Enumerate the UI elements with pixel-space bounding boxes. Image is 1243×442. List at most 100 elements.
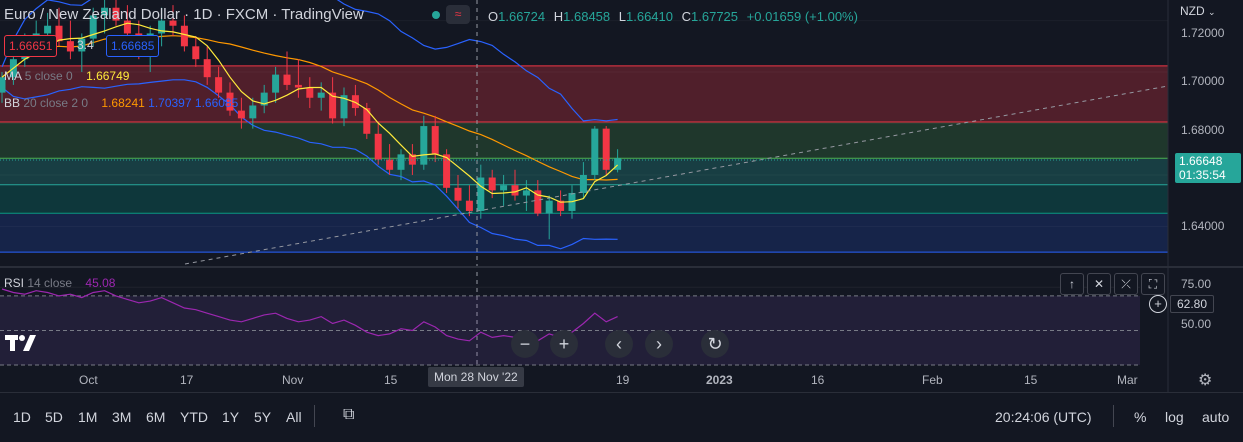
buy-button[interactable]: 1.66685 — [106, 35, 160, 57]
ma-legend[interactable]: MA 5 close 0 1.66749 — [4, 69, 129, 83]
time-tick: 16 — [811, 373, 825, 387]
bb-basis-value: 1.68241 — [101, 96, 145, 110]
rsi-value: 45.08 — [85, 276, 116, 290]
ma-params: 5 close 0 — [24, 69, 73, 83]
candle-body — [511, 185, 519, 196]
candle-body — [545, 200, 553, 214]
bollinger-bands — [1, 0, 618, 250]
candle-body — [591, 128, 599, 175]
candle-body — [123, 20, 131, 34]
candle-body — [534, 190, 542, 214]
arrow-up-icon[interactable]: ↑ — [1060, 273, 1084, 295]
bb-upper-line — [1, 0, 618, 122]
bb-upper-value: 1.70397 — [148, 96, 192, 110]
plus-circle-icon[interactable]: + — [1149, 295, 1167, 313]
collapse-icon[interactable]: ⤫ — [1114, 273, 1138, 295]
fib-zone — [0, 65, 1168, 122]
auto-toggle[interactable]: auto — [1202, 409, 1230, 425]
candle-body — [169, 20, 177, 26]
candle-body — [192, 46, 200, 60]
candle-body — [112, 7, 120, 21]
chevron-right-icon[interactable]: › — [645, 330, 673, 358]
moving-average-line — [1, 22, 619, 203]
candle-body — [237, 110, 245, 119]
candle-body — [443, 154, 451, 188]
market-status-indicator[interactable] — [432, 11, 440, 19]
candle-body — [386, 159, 394, 170]
fib-zone — [0, 121, 1168, 159]
bb-params: 20 close 2 0 — [23, 96, 89, 110]
bb-legend[interactable]: BB 20 close 2 0 1.68241 1.70397 1.66085 — [4, 96, 238, 110]
price-tick: 1.72000 — [1181, 26, 1225, 40]
sell-button[interactable]: 1.66651 — [4, 35, 58, 57]
compare-icon[interactable]: ⧉ — [343, 406, 355, 423]
time-tick: Nov — [282, 373, 304, 387]
candle-body — [226, 92, 234, 111]
timeframe-1y[interactable]: 1Y — [222, 409, 240, 425]
price-tick: 1.68000 — [1181, 123, 1225, 137]
time-tick: 17 — [180, 373, 194, 387]
timeframe-ytd[interactable]: YTD — [180, 409, 208, 425]
price-tick: 1.64000 — [1181, 219, 1225, 233]
spread-value: 3.4 — [77, 38, 94, 52]
symbol-title[interactable]: Euro / New Zealand Dollar · 1D · FXCM · … — [4, 6, 364, 23]
timeframe-5d[interactable]: 5D — [45, 409, 63, 425]
currency-selector[interactable]: NZD ⌄ — [1180, 4, 1216, 18]
candle-body — [44, 25, 52, 34]
plus-icon[interactable]: + — [550, 330, 578, 358]
maximize-icon[interactable]: ⛶ — [1141, 273, 1165, 295]
candle-body — [180, 25, 188, 47]
bb-lower-line — [1, 79, 618, 250]
chevron-left-icon[interactable]: ‹ — [605, 330, 633, 358]
low-label: L — [618, 9, 626, 24]
toolbar-divider — [1113, 405, 1114, 427]
candle-body — [101, 7, 109, 16]
close-icon[interactable]: ✕ — [1087, 273, 1111, 295]
timeframe-3m[interactable]: 3M — [112, 409, 132, 425]
minus-icon[interactable]: − — [511, 330, 539, 358]
candle-body — [614, 158, 622, 170]
candle-body — [522, 190, 530, 196]
timeframe-6m[interactable]: 6M — [146, 409, 166, 425]
high-label: H — [553, 9, 564, 24]
gear-icon[interactable]: ⚙ — [1198, 372, 1213, 389]
time-tick: Mar — [1117, 373, 1138, 387]
candle-body — [465, 200, 473, 211]
reset-icon[interactable]: ↻ — [701, 330, 729, 358]
price-tick: 1.70000 — [1181, 74, 1225, 88]
timeframe-5y[interactable]: 5Y — [254, 409, 272, 425]
fib-zone — [0, 213, 1168, 253]
timeframe-all[interactable]: All — [286, 409, 302, 425]
trend-line[interactable] — [184, 85, 1169, 265]
candle-body — [203, 59, 211, 78]
bottom-toolbar: 1D 5D 1M 3M 6M YTD 1Y 5Y All ⧉ 20:24:06 … — [0, 392, 1243, 442]
candle-body — [557, 200, 565, 211]
bb-label: BB — [4, 96, 21, 110]
currency-label: NZD — [1180, 4, 1205, 18]
timeframe-1m[interactable]: 1M — [78, 409, 98, 425]
ma-value: 1.66749 — [86, 69, 130, 83]
bar-countdown: 01:35:54 — [1179, 168, 1226, 182]
time-axis[interactable]: Oct 17 Nov 15 19 2023 16 Feb 15 Mar — [0, 366, 1168, 390]
chart-canvas[interactable] — [0, 0, 1243, 392]
timeframe-1d[interactable]: 1D — [13, 409, 31, 425]
wave-icon[interactable]: ≈ — [446, 5, 470, 24]
current-price-tag: 1.66648 01:35:54 — [1175, 153, 1241, 183]
candle-body — [215, 77, 223, 93]
bb-lower-value: 1.66085 — [194, 96, 239, 110]
candle-body — [477, 177, 485, 211]
fibonacci-retracement-zones[interactable] — [0, 65, 1168, 253]
candle-body — [249, 105, 257, 119]
candle-body — [363, 108, 371, 134]
low-value: 1.66410 — [626, 9, 673, 24]
clock[interactable]: 20:24:06 (UTC) — [995, 409, 1092, 425]
rsi-label: RSI — [4, 276, 25, 290]
candle-body — [408, 154, 416, 165]
toolbar-divider — [314, 405, 315, 427]
percent-toggle[interactable]: % — [1134, 409, 1147, 425]
candle-body — [158, 20, 166, 34]
tradingview-logo[interactable] — [4, 330, 38, 356]
current-price: 1.66648 — [1179, 154, 1223, 168]
log-toggle[interactable]: log — [1165, 409, 1184, 425]
rsi-legend[interactable]: RSI 14 close 45.08 — [4, 276, 115, 290]
